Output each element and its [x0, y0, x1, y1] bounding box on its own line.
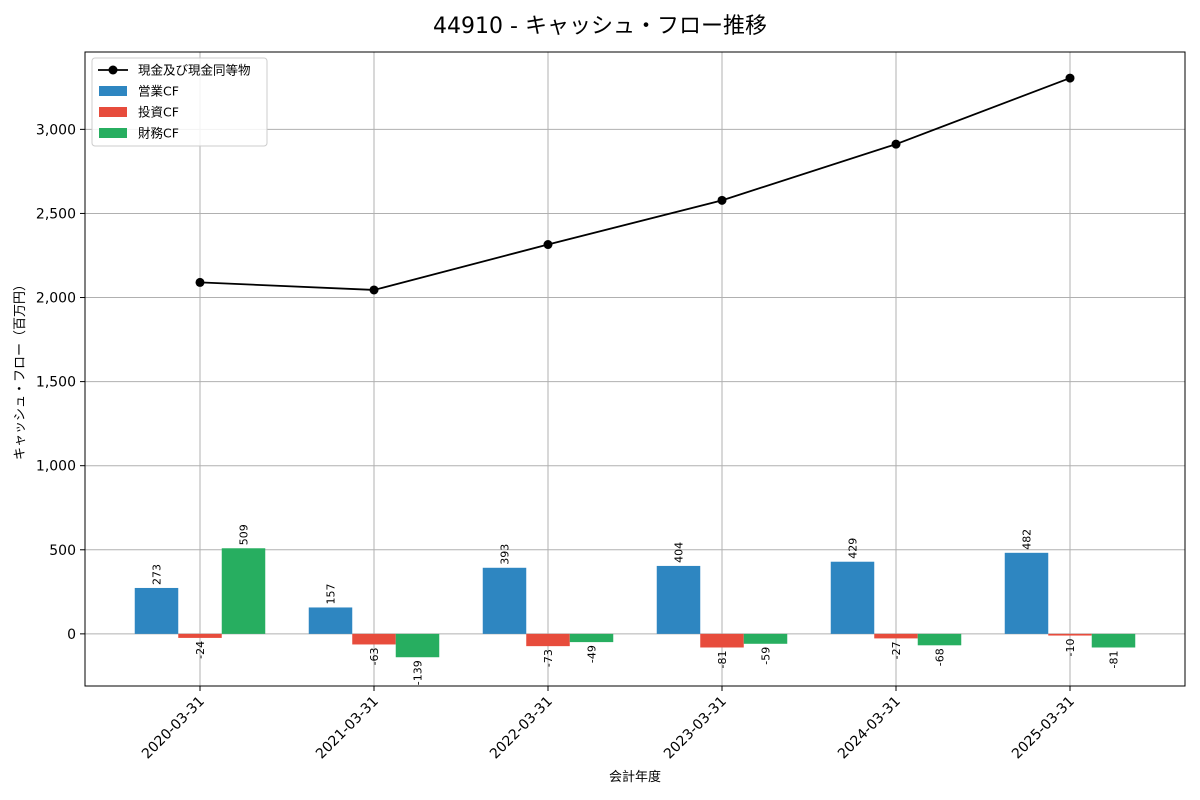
y-tick-label: 2,000	[36, 291, 76, 307]
cash-point	[891, 139, 901, 149]
x-axis-label: 会計年度	[609, 769, 661, 785]
bar-value-label: -68	[934, 648, 947, 666]
bar	[134, 587, 179, 634]
legend-label: 営業CF	[138, 84, 179, 99]
legend-bar-swatch	[99, 128, 127, 138]
legend-bar-swatch	[99, 86, 127, 96]
bar-value-label: 393	[499, 544, 512, 565]
bar-value-label: -81	[716, 650, 729, 668]
chart-title: 44910 - キャッシュ・フロー推移	[433, 14, 767, 39]
bar	[482, 567, 527, 634]
cash-point	[195, 277, 205, 287]
legend-box	[91, 57, 268, 147]
bar-value-label: -24	[194, 641, 207, 659]
bar	[656, 565, 701, 634]
bar	[308, 607, 353, 634]
bar-value-label: 509	[238, 524, 251, 545]
bar-value-label: 273	[151, 564, 164, 585]
y-tick-label: 3,000	[36, 122, 76, 138]
bar-value-label: -27	[890, 641, 903, 659]
cash-line-series	[195, 73, 1075, 295]
plot-frame	[84, 51, 1186, 687]
bar	[1091, 633, 1136, 648]
cash-point	[717, 195, 727, 205]
bar	[526, 633, 570, 647]
bar-value-label: -10	[1064, 639, 1077, 657]
cash-point	[543, 240, 553, 250]
bar-value-label: 429	[847, 538, 860, 559]
bar	[917, 633, 962, 646]
y-axis-ticks: 0 500 1,000 1,500 2,000 2,500 3,000	[36, 122, 85, 643]
cash-point	[1065, 73, 1075, 83]
bar-value-label: -63	[368, 647, 381, 665]
bar	[1048, 633, 1092, 636]
legend-label: 現金及び現金同等物	[138, 63, 251, 78]
grid-lines	[85, 52, 1185, 686]
cash-point	[369, 285, 379, 295]
y-tick-label: 2,500	[36, 206, 76, 222]
y-axis-label: キャッシュ・フロー（百万円）	[13, 278, 28, 460]
bar	[569, 633, 614, 643]
bar-value-label: -49	[586, 645, 599, 663]
bar	[178, 633, 222, 638]
bar-value-label: -73	[542, 649, 555, 667]
bar-value-label: -81	[1108, 650, 1121, 668]
bar-value-label: 482	[1021, 529, 1034, 550]
bar	[874, 633, 918, 639]
bar	[221, 548, 266, 634]
legend-bar-swatch	[99, 107, 127, 117]
legend-label: 財務CF	[138, 126, 179, 141]
bar	[395, 633, 440, 658]
bar	[700, 633, 744, 648]
bar-value-label: 157	[325, 583, 338, 604]
bar-value-label: -59	[760, 647, 773, 665]
bar-value-label: -139	[412, 660, 425, 685]
bar	[743, 633, 788, 644]
bar	[352, 633, 396, 645]
cash-line	[199, 77, 1071, 291]
legend-label: 投資CF	[138, 105, 179, 120]
bars	[134, 548, 1136, 658]
legend-marker-swatch	[108, 65, 118, 75]
y-tick-label: 500	[49, 543, 76, 559]
y-tick-label: 0	[67, 627, 76, 643]
y-tick-label: 1,000	[36, 459, 76, 475]
y-tick-label: 1,500	[36, 375, 76, 391]
bar-value-label: 404	[673, 542, 686, 563]
bar	[830, 561, 875, 634]
bar-value-labels: 273 157 393 404 429 482 -24 -63 -73 -81 -27 -10 509 -…	[151, 524, 1121, 685]
bar	[1004, 552, 1049, 634]
